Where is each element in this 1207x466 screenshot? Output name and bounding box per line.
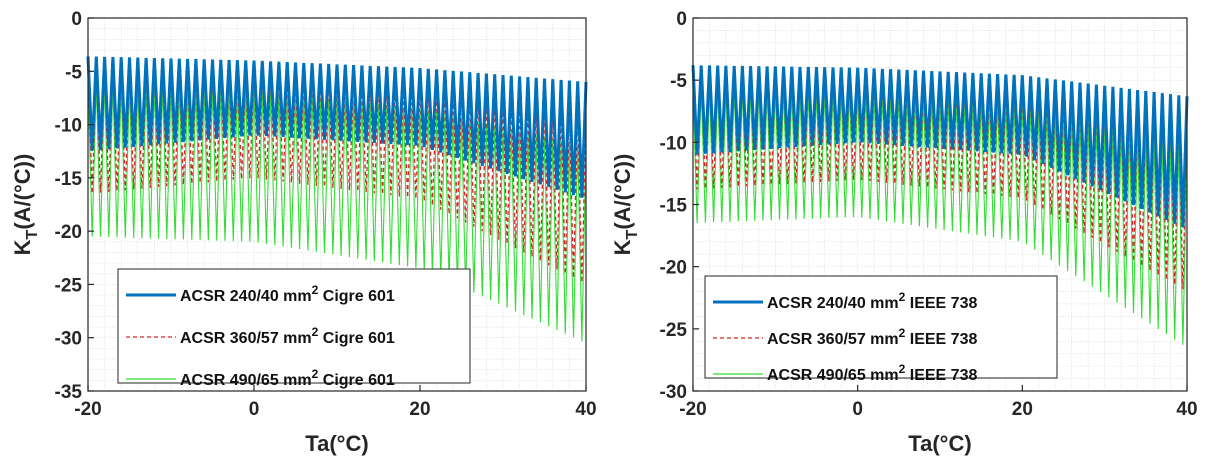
legend-label-main: ACSR 490/65 mm — [180, 372, 312, 389]
legend-label-sup: 2 — [312, 367, 319, 381]
x-tick-label: 0 — [852, 399, 863, 420]
y-tick-label: -35 — [55, 382, 83, 403]
legend-label-sup: 2 — [899, 326, 906, 340]
y-axis-label: KT(A/(°C)) — [610, 154, 641, 256]
legend-label-tail: IEEE 738 — [905, 295, 977, 312]
x-tick-label: 20 — [1012, 399, 1033, 420]
legend-label-2: ACSR 360/57 mm2 IEEE 738 — [767, 326, 977, 348]
y-tick-label: 0 — [71, 9, 82, 30]
x-tick-label: 40 — [575, 399, 596, 420]
legend-label-1: ACSR 240/40 mm2 Cigre 601 — [180, 283, 395, 305]
y-tick-label: -25 — [660, 320, 688, 341]
series-line-1 — [691, 65, 1189, 228]
y-tick-label: -25 — [55, 275, 83, 296]
y-axis-label-unit: (A/(°C)) — [10, 154, 35, 230]
plot-frame — [87, 17, 587, 392]
y-axis-label: KT(A/(°C)) — [10, 154, 41, 256]
y-axis-label-main: K — [10, 239, 35, 255]
x-tick-label: 20 — [409, 399, 430, 420]
y-axis-label-unit: (A/(°C)) — [610, 154, 635, 230]
legend-label-tail: Cigre 601 — [318, 288, 395, 305]
x-tick-label: 0 — [249, 399, 260, 420]
legend-box — [117, 268, 471, 384]
x-tick-label: -20 — [74, 399, 101, 420]
series-line-1 — [86, 56, 588, 198]
legend-label-sup: 2 — [312, 325, 319, 339]
legend-box — [704, 275, 1058, 379]
x-tick-label: -20 — [679, 399, 706, 420]
y-tick-label: -5 — [670, 71, 687, 92]
y-axis-label-sub: T — [624, 229, 641, 239]
x-tick-label: 40 — [1176, 399, 1197, 420]
x-axis-label: Ta(°C) — [305, 431, 368, 456]
legend-label-3: ACSR 490/65 mm2 Cigre 601 — [180, 367, 395, 389]
legend-label-sup: 2 — [899, 290, 906, 304]
y-tick-label: -10 — [55, 116, 82, 137]
y-tick-label: -5 — [65, 62, 82, 83]
legend-label-1: ACSR 240/40 mm2 IEEE 738 — [767, 290, 977, 312]
legend-label-main: ACSR 360/57 mm — [767, 331, 899, 348]
y-tick-label: -30 — [55, 329, 82, 350]
legend-label-sup: 2 — [312, 283, 319, 297]
y-tick-label: -30 — [660, 382, 687, 403]
chart-panel-2: -20 0 20 40 0 -5 -10 -15 -20 -25 -30 Ta(°C) KT(A/(°C… — [610, 9, 1198, 456]
y-axis-label-main: K — [610, 239, 635, 255]
legend-label-3: ACSR 490/65 mm2 IEEE 738 — [767, 362, 977, 384]
y-tick-label: -10 — [660, 133, 687, 154]
y-axis-label-sub: T — [24, 229, 41, 239]
y-tick-label: -20 — [660, 258, 687, 279]
legend-label-sup: 2 — [899, 362, 906, 376]
legend-label-2: ACSR 360/57 mm2 Cigre 601 — [180, 325, 395, 347]
legend-label-main: ACSR 240/40 mm — [767, 295, 899, 312]
y-tick-label: -20 — [55, 222, 82, 243]
x-axis-label: Ta(°C) — [908, 431, 971, 456]
legend-label-main: ACSR 490/65 mm — [767, 367, 899, 384]
chart-panel-1: -20 0 20 40 0 -5 -10 -15 -20 -25 -30 -35 Ta(°C) KT(A/… — [10, 9, 597, 456]
y-tick-label: -15 — [660, 196, 688, 217]
y-tick-label: -15 — [55, 169, 83, 190]
legend-label-tail: IEEE 738 — [905, 367, 977, 384]
legend-label-tail: IEEE 738 — [905, 331, 977, 348]
legend-label-main: ACSR 360/57 mm — [180, 330, 312, 347]
y-tick-label: 0 — [676, 9, 687, 30]
legend-label-main: ACSR 240/40 mm — [180, 288, 312, 305]
legend-label-tail: Cigre 601 — [318, 330, 395, 347]
legend-label-tail: Cigre 601 — [318, 372, 395, 389]
